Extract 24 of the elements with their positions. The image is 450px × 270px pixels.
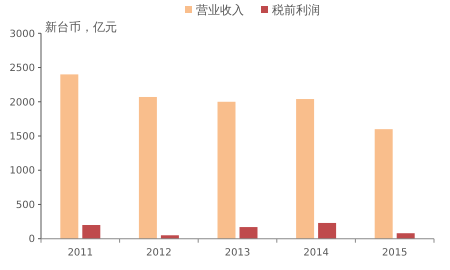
x-tick-label: 2015 — [382, 248, 408, 259]
y-tick-label: 1500 — [10, 132, 35, 142]
x-tick-label: 2014 — [303, 248, 329, 259]
bar — [318, 222, 336, 239]
y-tick-label: 2500 — [10, 63, 35, 74]
legend-label: 税前利润 — [272, 3, 320, 17]
bar — [396, 233, 415, 239]
legend-label: 营业收入 — [196, 3, 244, 17]
bar — [82, 225, 100, 239]
y-tick-label: 500 — [16, 200, 35, 211]
bar — [296, 99, 314, 239]
x-tick-label: 2011 — [68, 248, 94, 259]
bar — [218, 102, 236, 239]
y-axis-title: 新台币，亿元 — [45, 20, 117, 34]
bar — [240, 227, 258, 239]
bar — [138, 96, 157, 239]
y-tick-label: 2000 — [10, 97, 35, 108]
y-tick-label: 0 — [28, 234, 35, 246]
bar — [60, 74, 78, 239]
y-tick-label: 1000 — [10, 166, 35, 177]
bar — [374, 129, 393, 239]
y-tick-label: 3000 — [10, 28, 35, 40]
x-tick-label: 2012 — [146, 248, 172, 259]
x-tick-label: 2013 — [224, 248, 250, 259]
